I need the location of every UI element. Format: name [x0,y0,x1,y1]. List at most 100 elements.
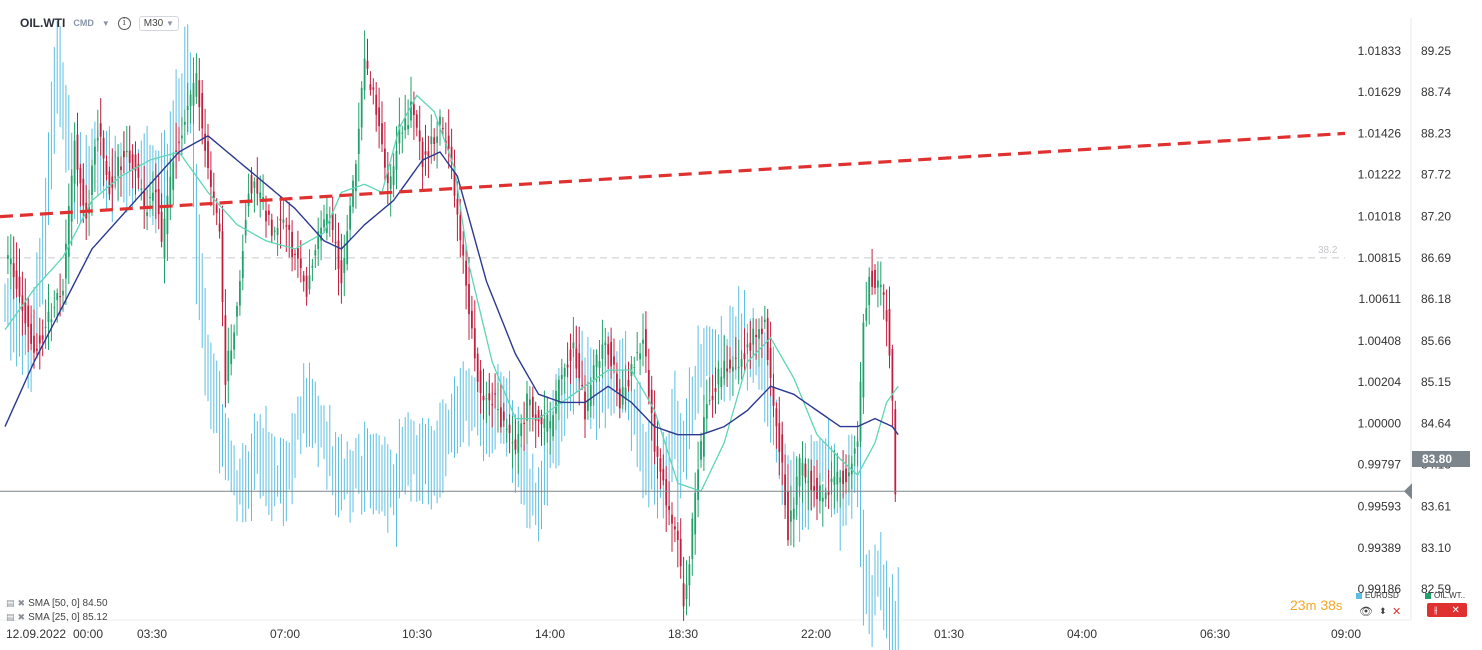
chevron-down-icon[interactable]: ▼ [101,18,110,28]
oil-candle-body [204,133,206,151]
oil-candle-body [450,146,453,163]
y-right-tick-label: 82.59 [1421,582,1451,596]
oil-candle-body [479,370,482,394]
candle-type-icon[interactable]: ⫲ [1434,604,1438,616]
oil-candle-body [497,409,499,411]
oil-candle-body [729,359,731,369]
oil-candle-body [482,395,485,401]
oil-candle-body [772,386,775,406]
oil-candle-body [694,492,697,535]
oil-candle-body [459,215,462,241]
legend-oil[interactable]: OIL.WT.. [1425,591,1465,600]
oil-candle-body [592,365,595,380]
oil-candle-body [53,307,56,309]
y-left-tick-label: 0.99797 [1358,458,1402,472]
oil-candle-body [607,344,610,355]
oil-candle-body [705,403,708,419]
oil-candle-body [96,137,99,141]
oil-candle-body [407,124,409,130]
countdown-sec-unit: s [1335,598,1343,613]
candle-countdown: 23m 38s [1290,597,1342,613]
legend-label: OIL.WT.. [1434,591,1466,600]
oil-candle-body [378,107,380,127]
oil-candle-body [218,223,221,232]
oil-candle-body [323,219,325,228]
oil-candle-body [798,458,801,487]
x-tick-label: 04:00 [1067,627,1097,641]
oil-candle-body [308,275,311,290]
oil-candle-body [688,564,691,586]
oil-candle-body [804,463,807,478]
info-icon[interactable]: i [117,16,131,30]
oil-candle-body [732,367,734,372]
oil-candle-body [427,151,430,157]
close-icon[interactable]: ✕ [1451,604,1460,616]
fib-level-label: 38.2 [1318,245,1338,256]
timeframe-value: M30 [143,17,164,29]
oil-candle-body [328,222,331,224]
oil-candle-body [468,284,470,315]
oil-candle-body [723,360,726,379]
oil-candle-body [781,434,784,463]
oil-candle-body [865,308,868,321]
legend-eurusd[interactable]: EURUSD [1356,591,1399,600]
oil-candle-body [212,191,215,199]
oil-candle-body [253,181,256,188]
settings-icon[interactable]: ▤ [6,612,15,622]
x-tick-label: 09:00 [1331,627,1361,641]
oil-candle-body [627,379,630,387]
reorder-icon[interactable]: ⬍ [1379,606,1387,616]
oil-candle-body [816,478,818,500]
timeframe-select[interactable]: M30 ▼ [138,15,179,31]
y-right-tick-label: 86.18 [1421,292,1451,306]
oil-candle-body [616,373,618,392]
oil-candle-body [494,393,496,395]
oil-candle-body [210,170,212,187]
remove-overlay-icon[interactable]: ✕ [1392,606,1402,618]
close-icon[interactable]: ✖ [17,612,26,622]
oil-candle-body [221,231,224,303]
oil-candle-body [189,94,192,107]
oil-candle-body [819,485,821,501]
countdown-minutes: 23 [1290,597,1306,613]
settings-icon[interactable]: ▤ [6,598,15,608]
oil-candle-body [273,230,276,232]
oil-candle-body [740,358,743,367]
oil-candle-body [500,407,502,428]
oil-candle-body [389,176,392,190]
oil-candle-body [47,311,50,323]
oil-candle-body [207,141,209,169]
oil-candle-body [413,104,415,115]
oil-candle-body [813,486,815,491]
y-left-tick-label: 1.01222 [1358,168,1402,182]
oil-candle-body [587,399,589,411]
instrument-symbol[interactable]: OIL.WTI [20,16,66,30]
oil-candle-body [125,150,128,153]
oil-candle-body [157,189,160,215]
oil-candle-body [682,583,685,607]
chart-header: OIL.WTI CMD ▼ i M30 ▼ [20,14,179,32]
y-left-tick-label: 0.99593 [1358,500,1402,514]
oil-candle-body [442,127,444,129]
oil-candle-body [369,84,372,90]
oil-candle-body [514,439,517,450]
indicator-label: SMA [50, 0] 84.50 [28,598,108,609]
oil-candle-body [381,123,383,145]
oil-candle-body [790,510,792,522]
oil-candle-body [294,253,296,255]
sma25-line [4,94,899,493]
oil-candle-body [201,93,204,129]
oil-candle-body [73,140,76,184]
close-icon[interactable]: ✖ [17,598,26,608]
instrument-controls[interactable]: ⫲ ✕ [1427,603,1467,617]
x-tick-label: 18:30 [668,627,698,641]
oil-candle-body [703,417,705,457]
oil-candle-body [526,393,528,421]
oil-candle-body [679,538,682,567]
oil-candle-body [299,258,302,269]
oil-candle-body [430,136,433,145]
oil-candle-body [874,269,876,288]
countdown-seconds: 38 [1320,597,1336,613]
eye-icon[interactable]: 👁 [1359,606,1373,618]
